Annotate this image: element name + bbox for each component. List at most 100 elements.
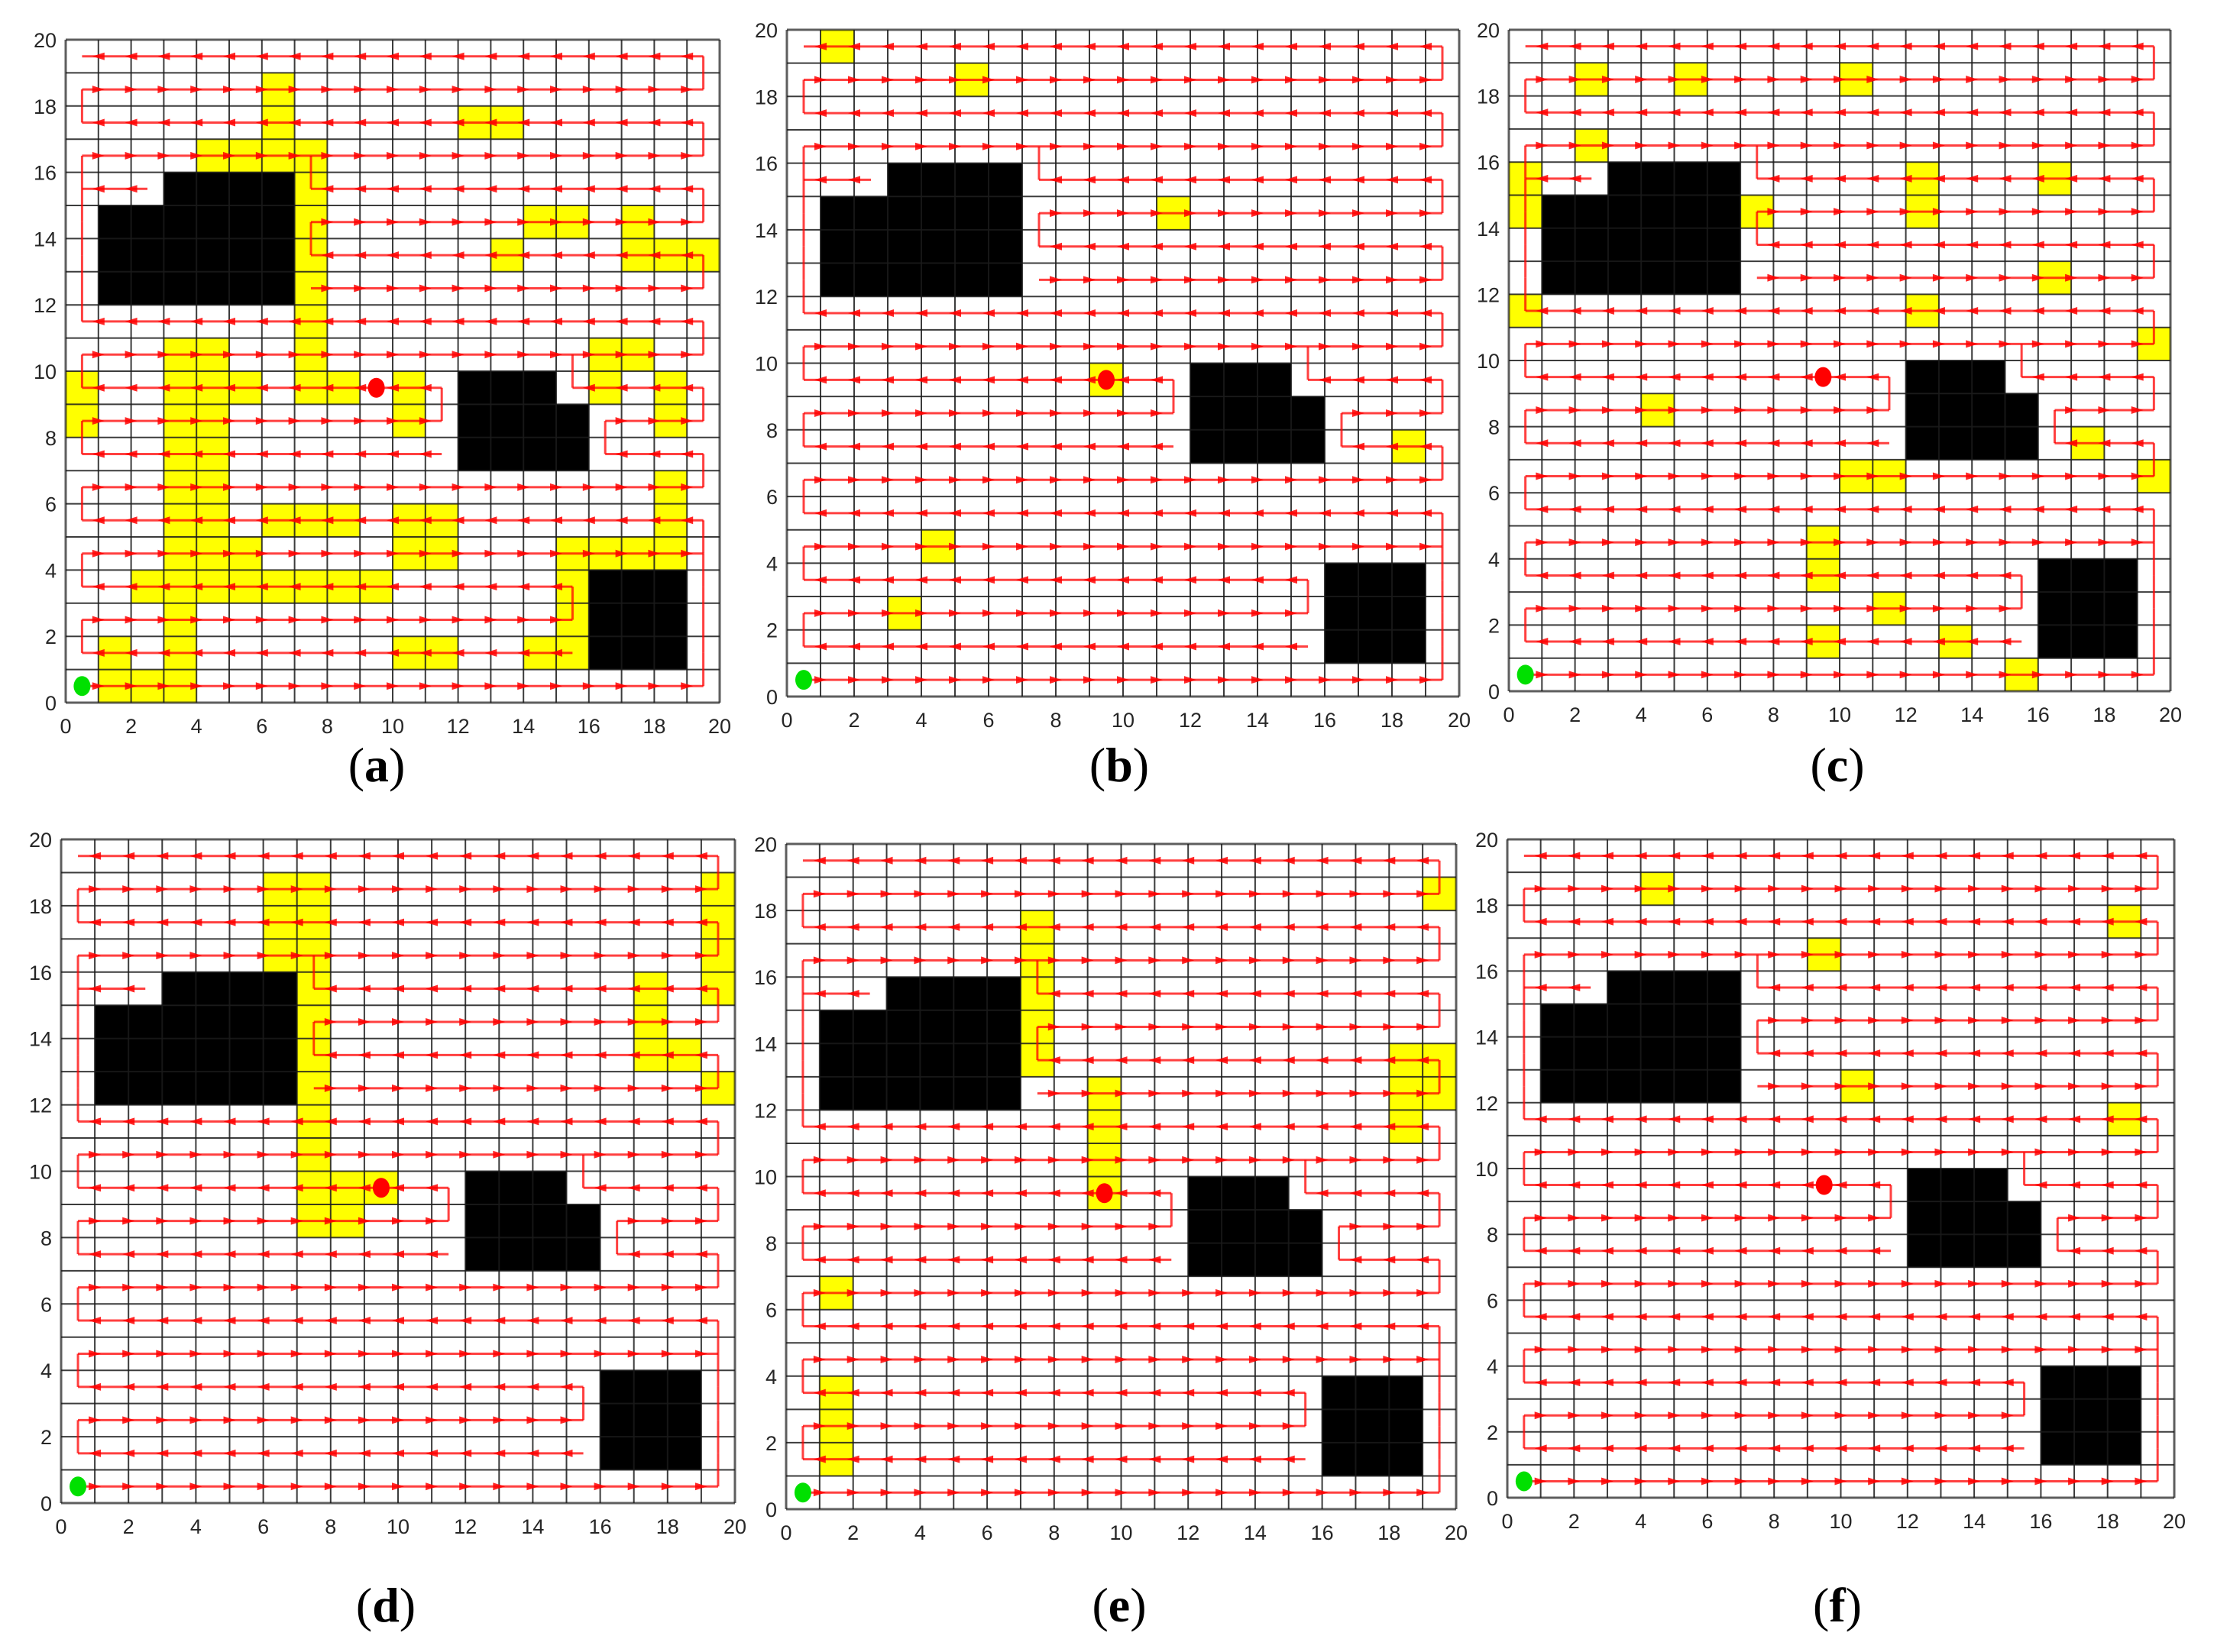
obstacle — [588, 570, 688, 670]
x-tick-label: 14 — [1963, 1510, 1986, 1533]
x-tick-label: 0 — [780, 1521, 791, 1544]
panel-c: 0 2 4 6 8 10 12 14 16 18 20 0 2 4 6 8 10 12 14 16 18 20 — [1477, 19, 2182, 726]
y-tick-label: 4 — [45, 559, 57, 582]
y-tick-label: 0 — [40, 1492, 52, 1515]
y-tick-label: 4 — [1487, 1356, 1498, 1379]
x-tick-label: 12 — [1895, 703, 1918, 726]
y-tick-label: 14 — [34, 228, 57, 251]
x-tick-label: 10 — [1828, 703, 1851, 726]
x-tick-label: 20 — [1448, 709, 1471, 732]
y-tick-label: 8 — [766, 1233, 777, 1256]
grid-map: 0 2 4 6 8 10 12 14 16 18 20 0 2 4 6 8 10 12 14 16 18 20 — [754, 833, 1468, 1544]
x-tick-label: 0 — [60, 715, 71, 738]
x-tick-label: 18 — [1377, 1521, 1400, 1544]
y-tick-label: 20 — [34, 29, 57, 52]
y-tick-label: 6 — [1487, 1289, 1498, 1312]
x-tick-label: 20 — [2163, 1510, 2186, 1533]
y-tick-label: 10 — [1477, 350, 1500, 373]
x-tick-label: 14 — [512, 715, 535, 738]
x-tick-label: 4 — [190, 1515, 202, 1538]
target-marker — [372, 1178, 390, 1198]
y-tick-label: 12 — [754, 1099, 777, 1122]
obstacle — [1905, 360, 2005, 394]
x-tick-label: 10 — [381, 715, 404, 738]
y-tick-label: 12 — [29, 1094, 52, 1117]
x-tick-label: 12 — [1896, 1510, 1919, 1533]
x-tick-label: 14 — [1244, 1521, 1267, 1544]
x-tick-label: 8 — [1768, 703, 1779, 726]
y-tick-label: 20 — [29, 829, 52, 852]
x-tick-label: 10 — [1109, 1521, 1132, 1544]
y-tick-label: 16 — [34, 162, 57, 185]
y-tick-label: 12 — [34, 294, 57, 317]
x-tick-label: 2 — [1568, 1510, 1580, 1533]
x-tick-label: 8 — [322, 715, 333, 738]
panel-label: (a) — [348, 738, 406, 792]
x-tick-label: 4 — [1635, 1510, 1646, 1533]
y-tick-label: 2 — [45, 626, 57, 648]
x-tick-label: 0 — [1501, 1510, 1513, 1533]
y-tick-label: 14 — [1477, 218, 1500, 241]
y-tick-label: 16 — [29, 962, 52, 984]
y-tick-label: 12 — [1475, 1092, 1498, 1115]
y-tick-label: 20 — [1477, 19, 1500, 42]
x-tick-label: 2 — [123, 1515, 134, 1538]
y-tick-label: 14 — [29, 1028, 52, 1051]
y-tick-label: 4 — [1488, 548, 1500, 571]
y-tick-label: 6 — [45, 493, 57, 516]
x-tick-label: 14 — [1960, 703, 1983, 726]
y-tick-label: 10 — [34, 360, 57, 383]
x-tick-label: 18 — [2096, 1510, 2119, 1533]
obstacle — [1322, 1376, 1423, 1476]
x-tick-label: 16 — [589, 1515, 612, 1538]
target-marker — [367, 377, 385, 398]
coverage-path — [1524, 42, 2155, 679]
panel-label: (e) — [1092, 1578, 1147, 1632]
y-tick-label: 6 — [1488, 482, 1500, 505]
y-tick-label: 12 — [755, 286, 778, 309]
x-tick-label: 20 — [2159, 703, 2182, 726]
y-tick-label: 18 — [34, 95, 57, 118]
x-tick-label: 20 — [708, 715, 731, 738]
coverage-path — [1523, 852, 2159, 1486]
start-marker — [1516, 664, 1534, 685]
x-tick-label: 14 — [521, 1515, 544, 1538]
panel-d: 0 2 4 6 8 10 12 14 16 18 20 0 2 4 6 8 10 12 14 16 18 20 — [29, 829, 746, 1538]
x-tick-label: 4 — [915, 709, 927, 732]
obstacle — [2038, 558, 2138, 658]
coverage-path — [80, 52, 705, 690]
y-tick-label: 10 — [1475, 1158, 1498, 1181]
x-tick-label: 2 — [848, 709, 859, 732]
y-tick-label: 2 — [766, 619, 778, 642]
x-tick-label: 6 — [257, 1515, 269, 1538]
x-tick-label: 8 — [1050, 709, 1061, 732]
y-tick-label: 2 — [1487, 1421, 1498, 1444]
x-tick-label: 8 — [1048, 1521, 1060, 1544]
x-tick-label: 16 — [2027, 703, 2050, 726]
target-marker — [1815, 1175, 1833, 1195]
y-tick-label: 2 — [766, 1432, 777, 1455]
y-tick-label: 10 — [755, 353, 778, 376]
panel-b: 0 2 4 6 8 10 12 14 16 18 20 0 2 4 6 8 10 12 14 16 18 20 — [755, 19, 1471, 732]
coverage-path — [802, 42, 1444, 684]
x-tick-label: 10 — [1829, 1510, 1852, 1533]
grid-map: 0 2 4 6 8 10 12 14 16 18 20 0 2 4 6 8 10 12 14 16 18 20 — [755, 19, 1471, 732]
target-marker — [1814, 367, 1832, 387]
y-tick-label: 6 — [40, 1293, 52, 1316]
y-tick-label: 20 — [755, 19, 778, 42]
y-tick-label: 8 — [766, 419, 778, 442]
y-tick-label: 10 — [29, 1161, 52, 1184]
x-tick-label: 2 — [847, 1521, 859, 1544]
y-tick-label: 14 — [754, 1033, 777, 1056]
start-marker — [794, 1482, 811, 1503]
obstacle — [1190, 363, 1291, 397]
start-marker — [795, 670, 812, 690]
y-tick-label: 10 — [754, 1166, 777, 1189]
grid-map: 0 2 4 6 8 10 12 14 16 18 20 0 2 4 6 8 10 12 14 16 18 20 — [1477, 19, 2182, 726]
x-tick-label: 16 — [1313, 709, 1336, 732]
y-tick-label: 20 — [1475, 829, 1498, 852]
y-tick-label: 4 — [40, 1359, 52, 1382]
x-tick-label: 20 — [1445, 1521, 1468, 1544]
y-tick-label: 18 — [1477, 86, 1500, 108]
panel-label: (c) — [1810, 738, 1865, 792]
